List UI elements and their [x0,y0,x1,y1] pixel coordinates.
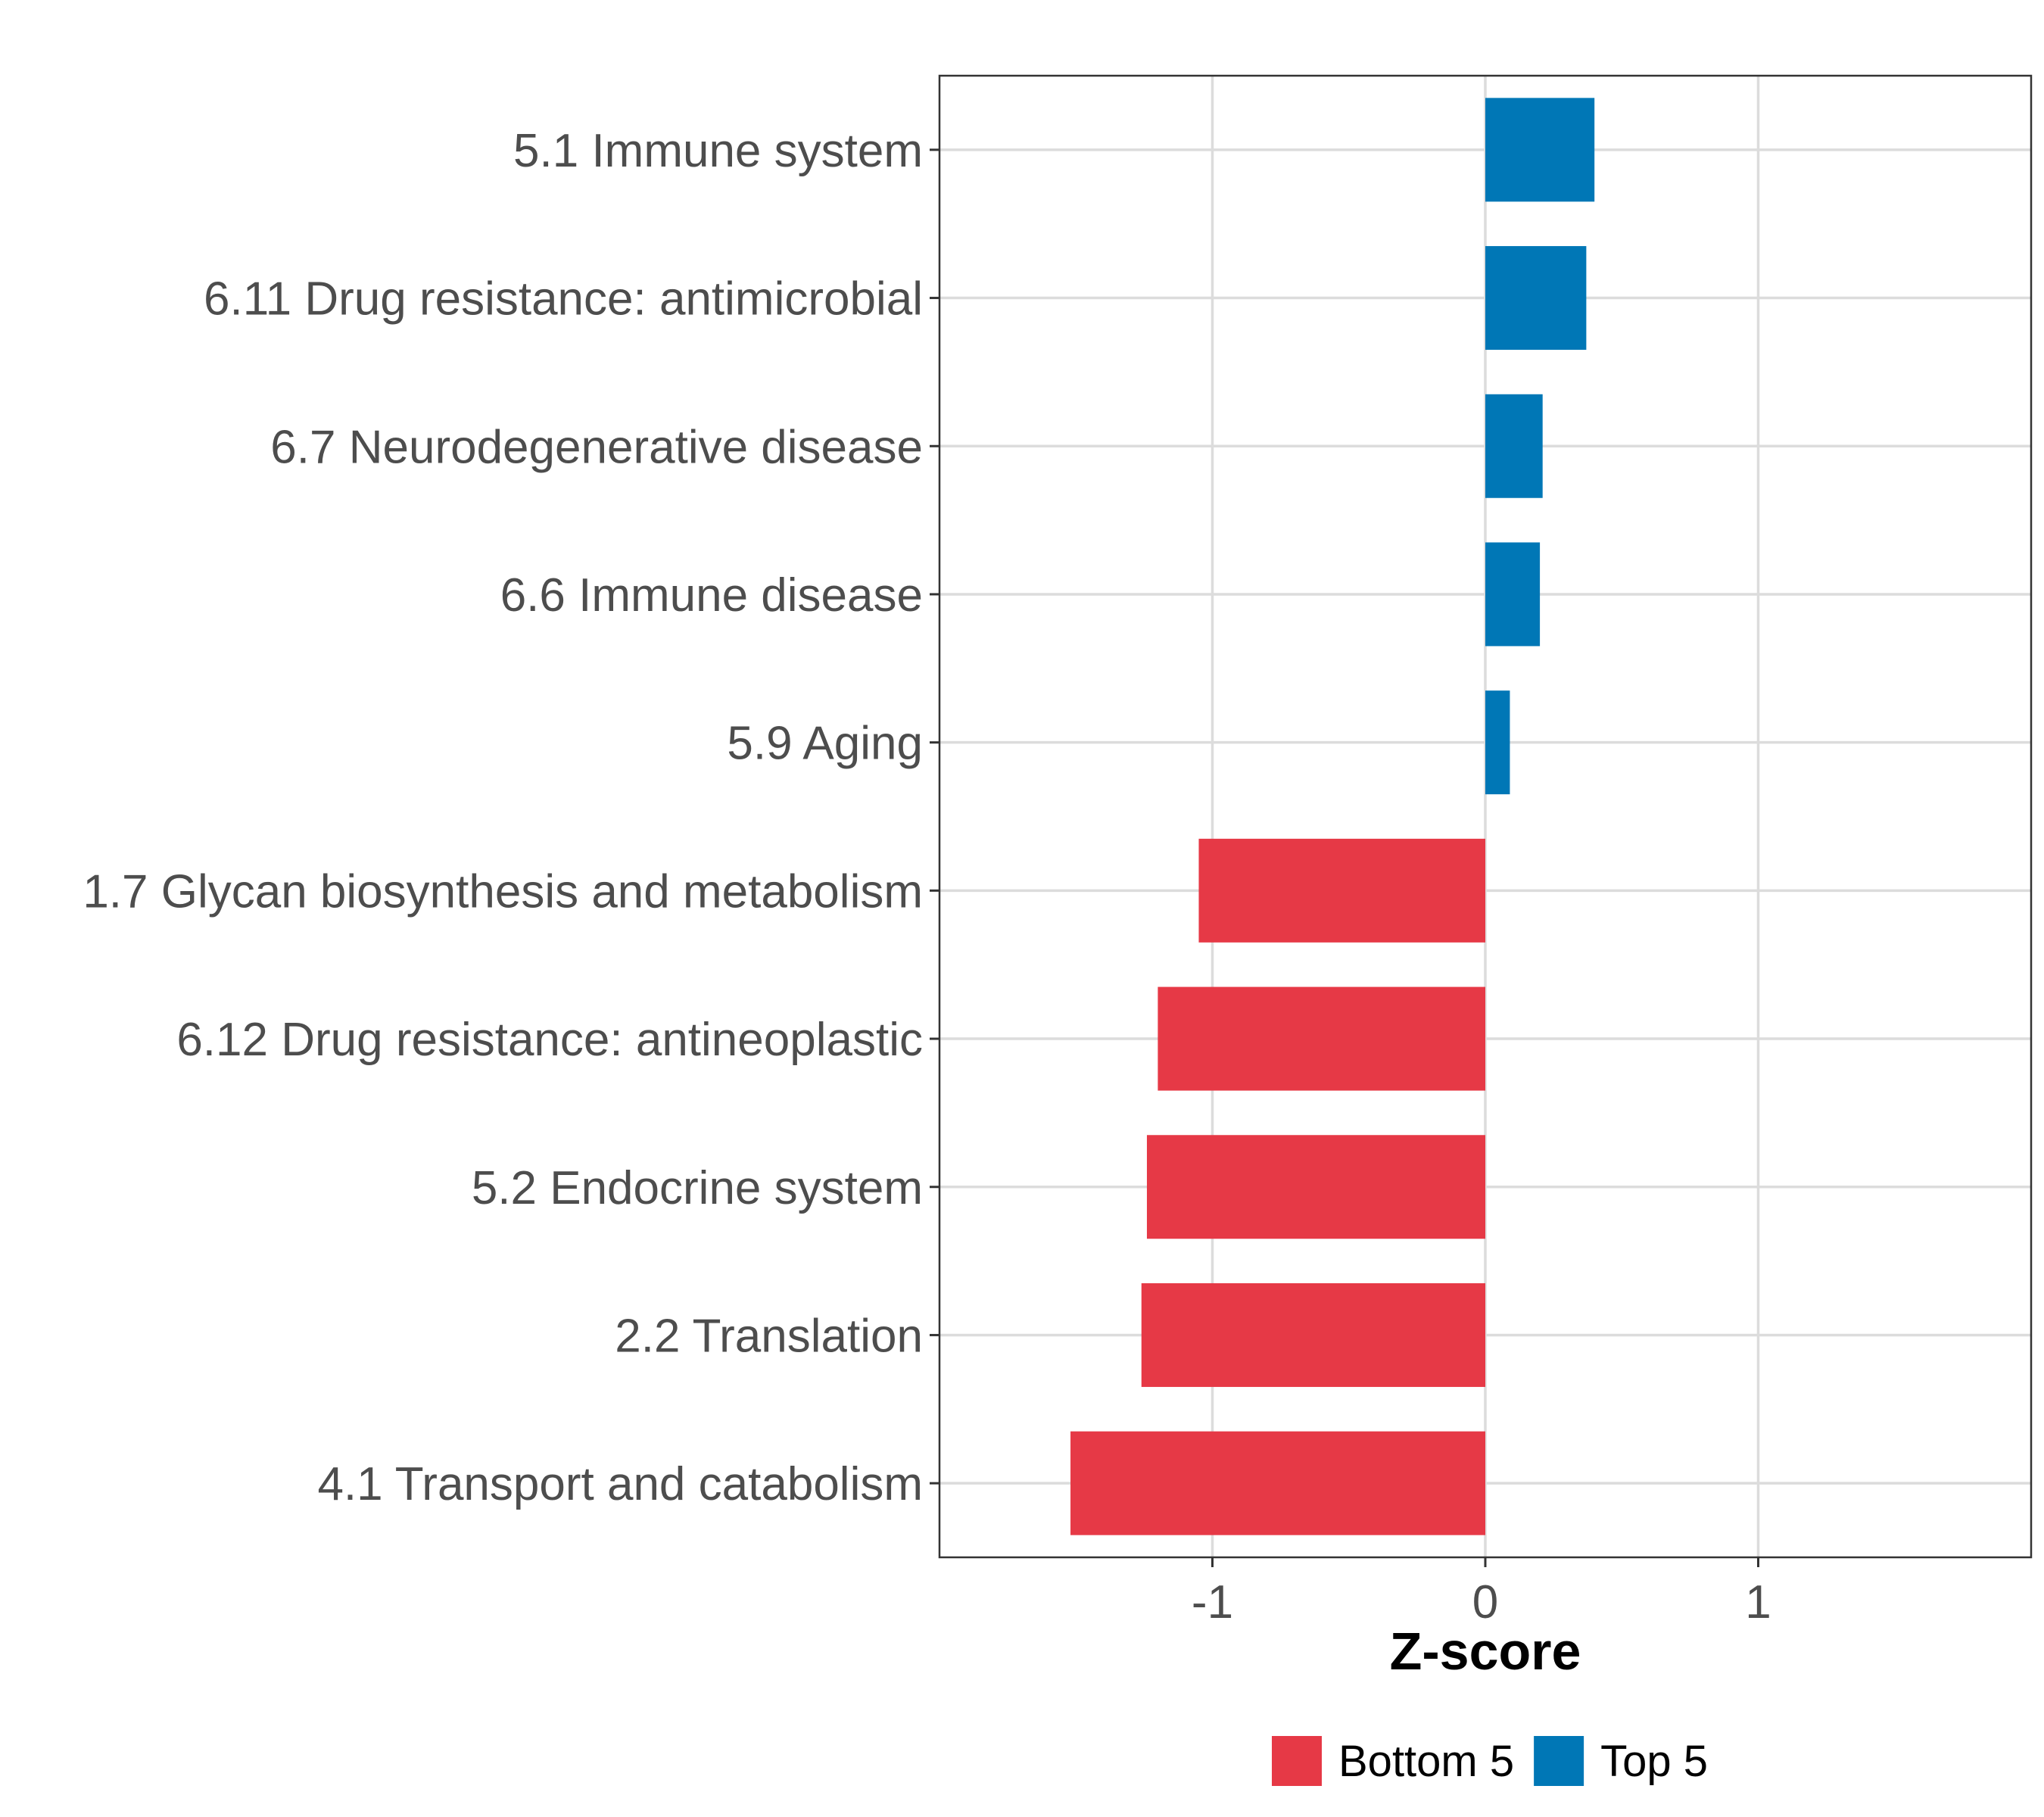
axis-ticks [930,148,1759,1567]
y-tick-label: 4.1 Transport and catabolism [317,1458,923,1510]
legend: Bottom 5 Top 5 [1272,1736,1708,1786]
x-tick-label: 0 [1472,1576,1498,1628]
y-tick-label: 2.2 Translation [615,1310,923,1362]
y-axis-labels: 5.1 Immune system 6.11 Drug resistance: a… [83,125,923,1510]
bar [1485,394,1543,498]
bar [1485,246,1587,351]
legend-label: Top 5 [1600,1737,1708,1786]
bar [1485,542,1541,647]
bar [1485,98,1595,202]
legend-label: Bottom 5 [1338,1737,1514,1786]
legend-swatch [1534,1736,1584,1786]
x-axis-labels: -1 0 1 [1192,1576,1771,1628]
legend-swatch [1272,1736,1322,1786]
y-tick-label: 5.2 Endocrine system [472,1162,923,1214]
y-tick-label: 1.7 Glycan biosynthesis and metabolism [83,865,923,918]
y-tick-label: 6.11 Drug resistance: antimicrobial [204,273,923,326]
x-axis-title: Z-score [1390,1622,1581,1681]
y-tick-label: 6.7 Neurodegenerative disease [270,421,923,473]
y-tick-label: 6.6 Immune disease [500,569,923,622]
y-tick-label: 5.1 Immune system [513,125,923,177]
y-tick-label: 5.9 Aging [727,718,923,770]
bar [1158,986,1485,1091]
bars [1070,98,1595,1535]
y-tick-label: 6.12 Drug resistance: antineoplastic [176,1014,923,1066]
bar [1146,1135,1485,1239]
bar [1070,1431,1485,1535]
bar [1141,1282,1485,1387]
x-tick-label: 1 [1745,1576,1771,1628]
bar [1198,838,1485,943]
bar [1485,690,1510,795]
x-tick-label: -1 [1192,1576,1233,1628]
